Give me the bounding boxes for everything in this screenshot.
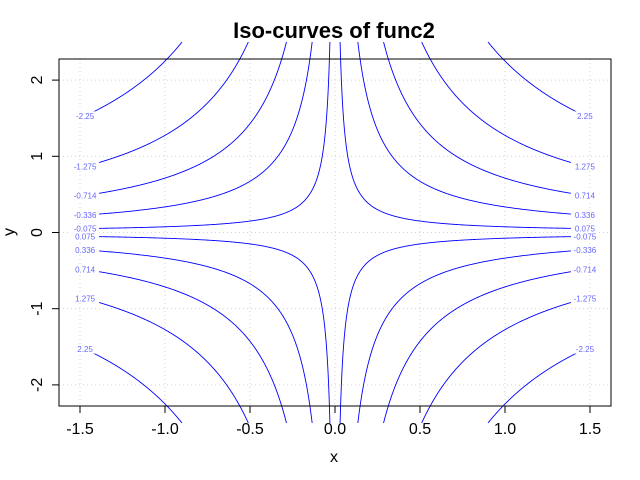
contour-label-bg <box>570 231 599 241</box>
contour-labels: -2.25 -2.25 -1.275 -1.275 -0.714 -0.714 -0.336… <box>71 111 599 354</box>
contour-label: 2.25 <box>577 112 593 121</box>
y-axis: -2 -1 0 1 2 <box>29 76 59 392</box>
contour-label-bg <box>570 111 599 121</box>
contour-lines <box>79 41 591 424</box>
contour-label-bg <box>570 294 599 304</box>
contour-line <box>383 268 591 424</box>
x-tick-label: -1.5 <box>66 421 94 438</box>
contour-label-bg <box>570 344 599 354</box>
contour-label-bg <box>570 245 599 255</box>
contour-label-bg <box>71 265 100 275</box>
x-tick-label: -0.5 <box>236 421 264 438</box>
x-tick-label: -1.0 <box>151 421 179 438</box>
x-axis-label: x <box>330 449 338 466</box>
y-tick-label: 1 <box>29 152 46 161</box>
contour-line <box>79 41 331 230</box>
y-tick-label: -1 <box>29 301 46 315</box>
contour-line <box>487 41 591 119</box>
contour-line <box>79 268 287 424</box>
contour-line <box>487 346 591 424</box>
contour-line <box>79 296 249 424</box>
x-tick-label: 1.0 <box>494 421 516 438</box>
y-tick-label: -2 <box>29 378 46 392</box>
contour-label: 0.336 <box>75 246 96 255</box>
contour-label: -0.714 <box>574 266 597 275</box>
contour-label-bg <box>71 231 100 241</box>
x-tick-label: 1.5 <box>579 421 601 438</box>
contour-line <box>383 41 591 197</box>
contour-label-bg <box>570 161 599 171</box>
contour-label: 0.714 <box>75 266 96 275</box>
contour-label-bg <box>71 294 100 304</box>
contour-line <box>79 41 287 197</box>
contour-label: 2.25 <box>77 345 93 354</box>
contour-line <box>79 346 183 424</box>
contour-label-bg <box>570 210 599 220</box>
contour-label-bg <box>570 190 599 200</box>
contour-label: 0.075 <box>575 225 596 234</box>
chart-title: Iso-curves of func2 <box>233 18 435 43</box>
contour-label: 0.075 <box>75 232 96 241</box>
contour-label: -0.075 <box>74 225 97 234</box>
x-tick-label: 0.0 <box>324 421 346 438</box>
contour-line <box>339 41 591 230</box>
y-tick-label: 2 <box>29 76 46 85</box>
contour-line <box>339 235 591 424</box>
contour-label: -0.075 <box>574 232 597 241</box>
contour-label: -0.336 <box>74 211 97 220</box>
contour-line <box>79 41 249 169</box>
contour-line <box>79 235 331 424</box>
contour-label-bg <box>71 245 100 255</box>
contour-line <box>421 296 591 424</box>
contour-label: 1.275 <box>75 295 96 304</box>
y-tick-label: 0 <box>29 228 46 237</box>
contour-label-bg <box>570 224 599 234</box>
grid <box>59 59 611 406</box>
contour-label-bg <box>71 224 100 234</box>
contour-label: -2.25 <box>576 345 595 354</box>
contour-label: -1.275 <box>74 162 97 171</box>
contour-label-bg <box>71 190 100 200</box>
contour-label: -1.275 <box>574 295 597 304</box>
contour-label: -2.25 <box>76 112 95 121</box>
x-axis: -1.5 -1.0 -0.5 0.0 0.5 1.0 1.5 <box>66 406 601 438</box>
y-axis-label: y <box>1 228 18 236</box>
contour-line <box>79 41 313 216</box>
contour-label: 0.336 <box>575 211 596 220</box>
contour-line <box>357 249 591 424</box>
contour-label: -0.336 <box>574 246 597 255</box>
contour-line <box>357 41 591 216</box>
contour-label: 0.714 <box>575 191 596 200</box>
contour-line <box>79 249 313 424</box>
contour-label-bg <box>71 344 100 354</box>
contour-line <box>421 41 591 169</box>
contour-label-bg <box>71 161 100 171</box>
contour-label-bg <box>71 210 100 220</box>
contour-label-bg <box>71 111 100 121</box>
contour-label-bg <box>570 265 599 275</box>
contour-line <box>79 41 183 119</box>
x-tick-label: 0.5 <box>409 421 431 438</box>
contour-label: -0.714 <box>74 191 97 200</box>
contour-label: 1.275 <box>575 162 596 171</box>
